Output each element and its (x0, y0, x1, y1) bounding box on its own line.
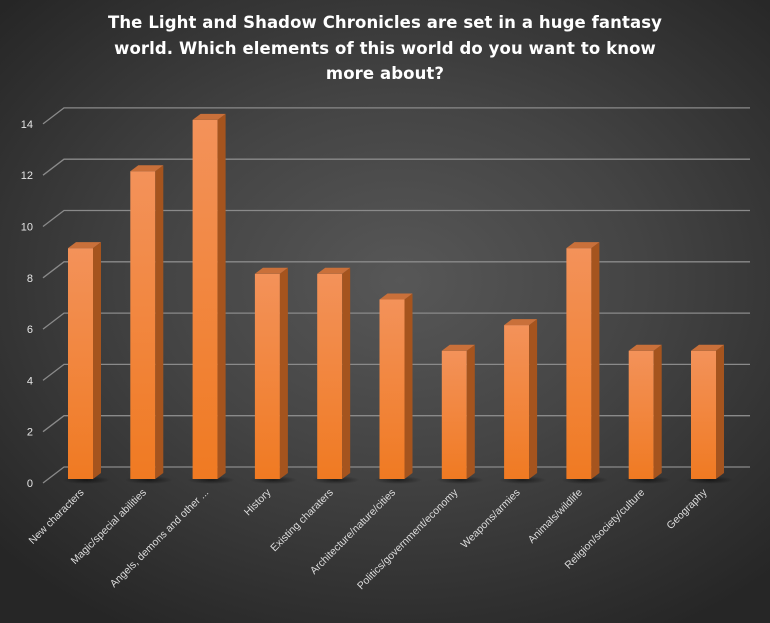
y-tick-label: 6 (27, 324, 33, 336)
gridline (42, 312, 750, 330)
chart-title-line-2: world. Which elements of this world do y… (114, 38, 656, 58)
bar (62, 242, 111, 484)
chart-title: The Light and Shadow Chronicles are set … (0, 10, 770, 87)
bar (561, 242, 609, 484)
y-tick-label: 2 (27, 427, 33, 439)
x-tick-label: Existing charaters (268, 487, 335, 554)
bar (685, 344, 734, 484)
x-tick-label: Politics/government/economy (355, 486, 461, 592)
bar (374, 293, 422, 484)
x-tick-label: Geography (664, 486, 710, 532)
x-tick-label: New characters (27, 487, 87, 547)
x-tick-label: Animals/wildlife (526, 487, 585, 546)
bar (436, 344, 485, 484)
y-tick-label: 0 (27, 478, 33, 490)
y-tick-label: 10 (21, 222, 33, 234)
chart-title-line-3: more about? (325, 64, 445, 83)
y-tick-label: 8 (27, 273, 33, 285)
gridline (42, 107, 750, 125)
bar (498, 319, 547, 484)
gridline (42, 209, 750, 228)
bar (125, 165, 173, 484)
x-tick-label: Weapons/armies (459, 487, 523, 551)
bar (623, 344, 671, 484)
y-tick-label: 14 (21, 119, 33, 131)
bar (249, 267, 298, 484)
gridlines (42, 107, 750, 484)
bars (62, 113, 734, 484)
gridline (42, 158, 750, 176)
x-tick-label: Angels, demons and other ... (108, 487, 211, 590)
x-tick-label: History (242, 486, 274, 518)
gridline (42, 261, 750, 279)
y-tick-label: 4 (27, 375, 33, 387)
chart-title-line-1: The Light and Shadow Chronicles are set … (107, 13, 663, 32)
y-tick-label: 12 (21, 170, 33, 182)
bar (311, 267, 360, 484)
bar (187, 113, 235, 484)
y-axis: 0 2 4 6 8 10 12 14 (21, 119, 33, 490)
